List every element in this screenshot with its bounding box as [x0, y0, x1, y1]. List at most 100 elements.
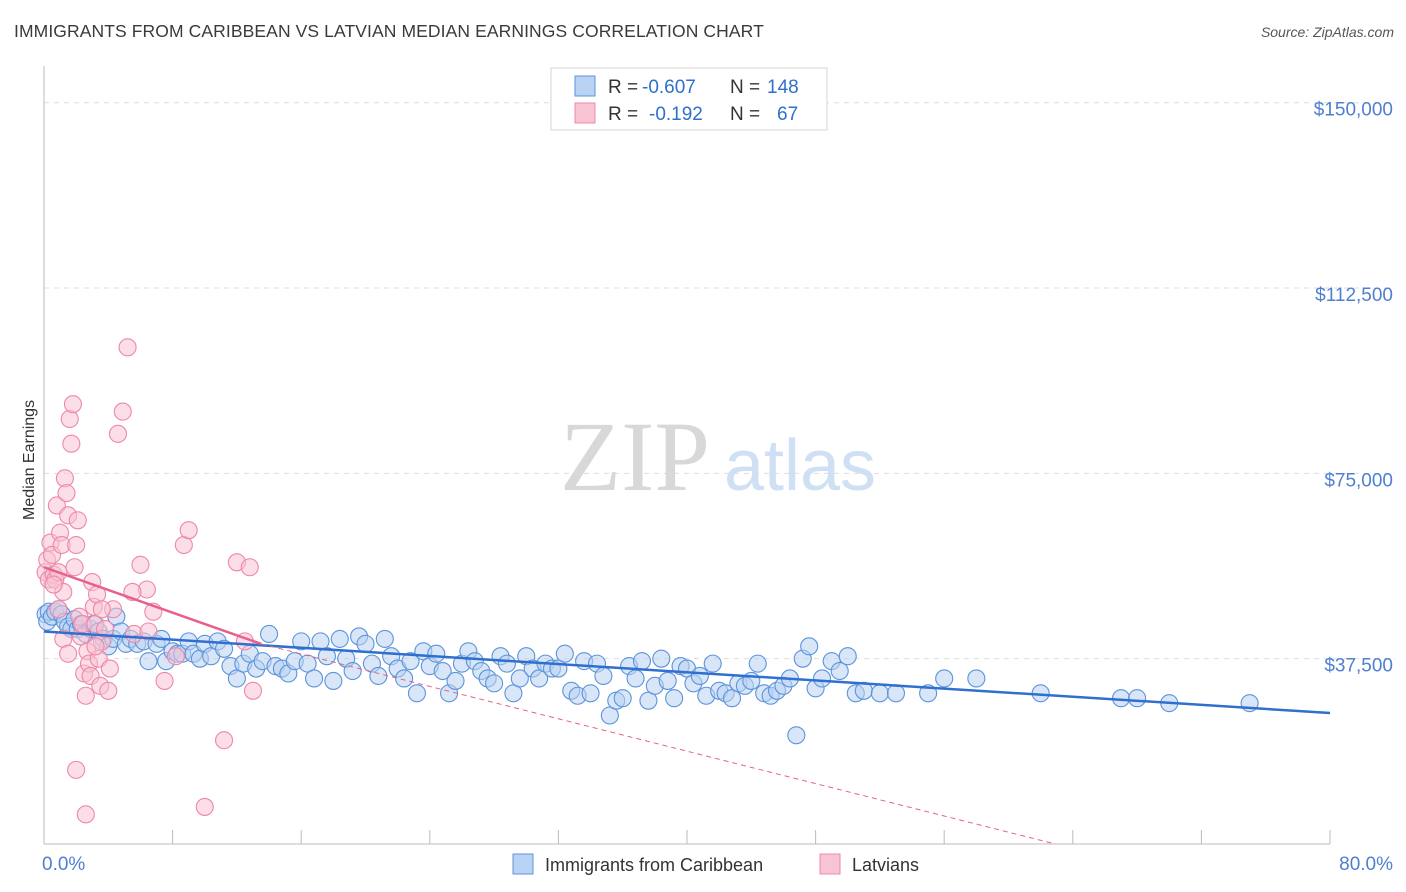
- stats-r-label-pink: R =: [608, 104, 638, 125]
- caribbean-point: [555, 644, 574, 663]
- caribbean-point: [510, 669, 529, 688]
- chart-title: IMMIGRANTS FROM CARIBBEAN VS LATVIAN MED…: [14, 21, 764, 41]
- stats-n-label-blue: N =: [730, 77, 760, 98]
- stats-n-label-pink: N =: [730, 104, 760, 125]
- latvian-point: [76, 686, 95, 705]
- caribbean-point: [395, 669, 414, 688]
- latvian-point: [155, 671, 174, 690]
- caribbean-point: [800, 637, 819, 656]
- latvian-point: [100, 659, 119, 678]
- caribbean-point: [330, 629, 349, 648]
- axes: [43, 66, 1331, 845]
- caribbean-point: [497, 654, 517, 673]
- caribbean-point: [594, 666, 613, 686]
- caribbean-point: [369, 666, 388, 686]
- stats-r-label-blue: R =: [608, 77, 638, 98]
- stats-n-value-blue: 148: [767, 77, 799, 98]
- legend-label-caribbean: Immigrants from Caribbean: [545, 855, 763, 875]
- caribbean-point: [446, 671, 465, 690]
- caribbean-point: [838, 647, 857, 666]
- latvian-point: [243, 681, 263, 700]
- caribbean-point: [652, 649, 671, 668]
- caribbean-point: [748, 654, 767, 673]
- caribbean-point: [581, 684, 600, 703]
- tick-labels: $37,500 $75,000 $112,500 $150,000 0.0% 80.0%: [42, 100, 1393, 875]
- latvian-point: [179, 521, 198, 540]
- latvian-point: [68, 511, 87, 530]
- caribbean-point: [632, 652, 652, 671]
- latvian-point: [108, 424, 127, 443]
- caribbean-point: [305, 669, 324, 688]
- caribbean-point: [812, 669, 832, 688]
- caribbean-point: [317, 647, 336, 666]
- caribbean-point: [292, 632, 311, 651]
- y-tick-label: $112,500: [1315, 285, 1393, 306]
- latvian-point: [195, 797, 214, 816]
- latvian-point: [62, 434, 81, 453]
- caribbean-point: [626, 669, 645, 688]
- caribbean-point: [259, 624, 279, 644]
- caribbean-point: [870, 684, 889, 703]
- latvian-point: [44, 575, 63, 594]
- latvian-point: [92, 600, 111, 619]
- caribbean-point: [787, 726, 806, 745]
- stats-r-value-pink: -0.192: [649, 104, 703, 125]
- caribbean-point: [433, 661, 452, 681]
- caribbean-point: [356, 634, 375, 653]
- latvian-trendline: [43, 566, 262, 646]
- latvian-point: [214, 731, 234, 750]
- stats-n-value-pink: 67: [777, 104, 798, 125]
- latvian-point: [113, 402, 132, 421]
- latvian-point: [139, 622, 158, 641]
- stats-legend-swatch-pink: [574, 102, 596, 124]
- latvian-point: [118, 338, 137, 357]
- trendlines: [43, 566, 1331, 845]
- caribbean-point: [324, 671, 343, 690]
- x-tick-label-min: 0.0%: [42, 854, 85, 875]
- y-tick-label: $150,000: [1314, 100, 1393, 121]
- caribbean-point: [830, 661, 849, 681]
- latvian-point: [86, 637, 105, 656]
- caribbean-point: [935, 669, 954, 688]
- y-tick-label: $75,000: [1324, 470, 1393, 491]
- caribbean-point: [613, 689, 632, 708]
- x-tick-label-max: 80.0%: [1339, 854, 1393, 875]
- legend-swatch-caribbean: [512, 853, 534, 875]
- caribbean-point: [485, 674, 504, 693]
- latvian-point: [76, 805, 95, 824]
- caribbean-point: [658, 671, 677, 690]
- latvian-point: [131, 555, 150, 574]
- legend-swatch-latvians: [819, 853, 841, 875]
- latvian-point: [99, 681, 118, 700]
- caribbean-point: [690, 666, 709, 686]
- latvian-point: [49, 600, 68, 619]
- latvian-point: [65, 558, 84, 577]
- caribbean-point: [665, 689, 684, 708]
- latvian-point: [60, 409, 79, 429]
- latvian-point: [166, 647, 185, 666]
- y-tick-label: $37,500: [1324, 656, 1393, 677]
- caribbean-point: [343, 661, 362, 681]
- caribbean-trendline: [43, 630, 1331, 715]
- latvian-point: [59, 644, 78, 663]
- stats-r-value-blue: -0.607: [642, 77, 696, 98]
- latvian-trendline-extension: [260, 643, 1056, 845]
- caribbean-point: [407, 684, 426, 703]
- source-note: Source: ZipAtlas.com: [1260, 24, 1394, 40]
- caribbean-point: [214, 639, 234, 658]
- latvian-point: [240, 558, 259, 577]
- caribbean-point: [967, 669, 986, 688]
- legend-label-latvians: Latvians: [852, 855, 919, 875]
- watermark-atlas: atlas: [724, 426, 876, 506]
- caribbean-point: [375, 629, 394, 648]
- latvian-point: [96, 619, 115, 639]
- series-legend: Immigrants from Caribbean Latvians: [512, 853, 919, 875]
- caribbean-point: [139, 652, 158, 671]
- caribbean-point: [886, 684, 906, 703]
- data-points: [36, 338, 1259, 824]
- stats-legend: R = -0.607 N = 148 R = -0.192 N = 67: [550, 67, 828, 131]
- latvian-point: [63, 395, 82, 414]
- watermark-zip: ZIP: [560, 401, 710, 512]
- stats-legend-swatch-blue: [574, 75, 596, 97]
